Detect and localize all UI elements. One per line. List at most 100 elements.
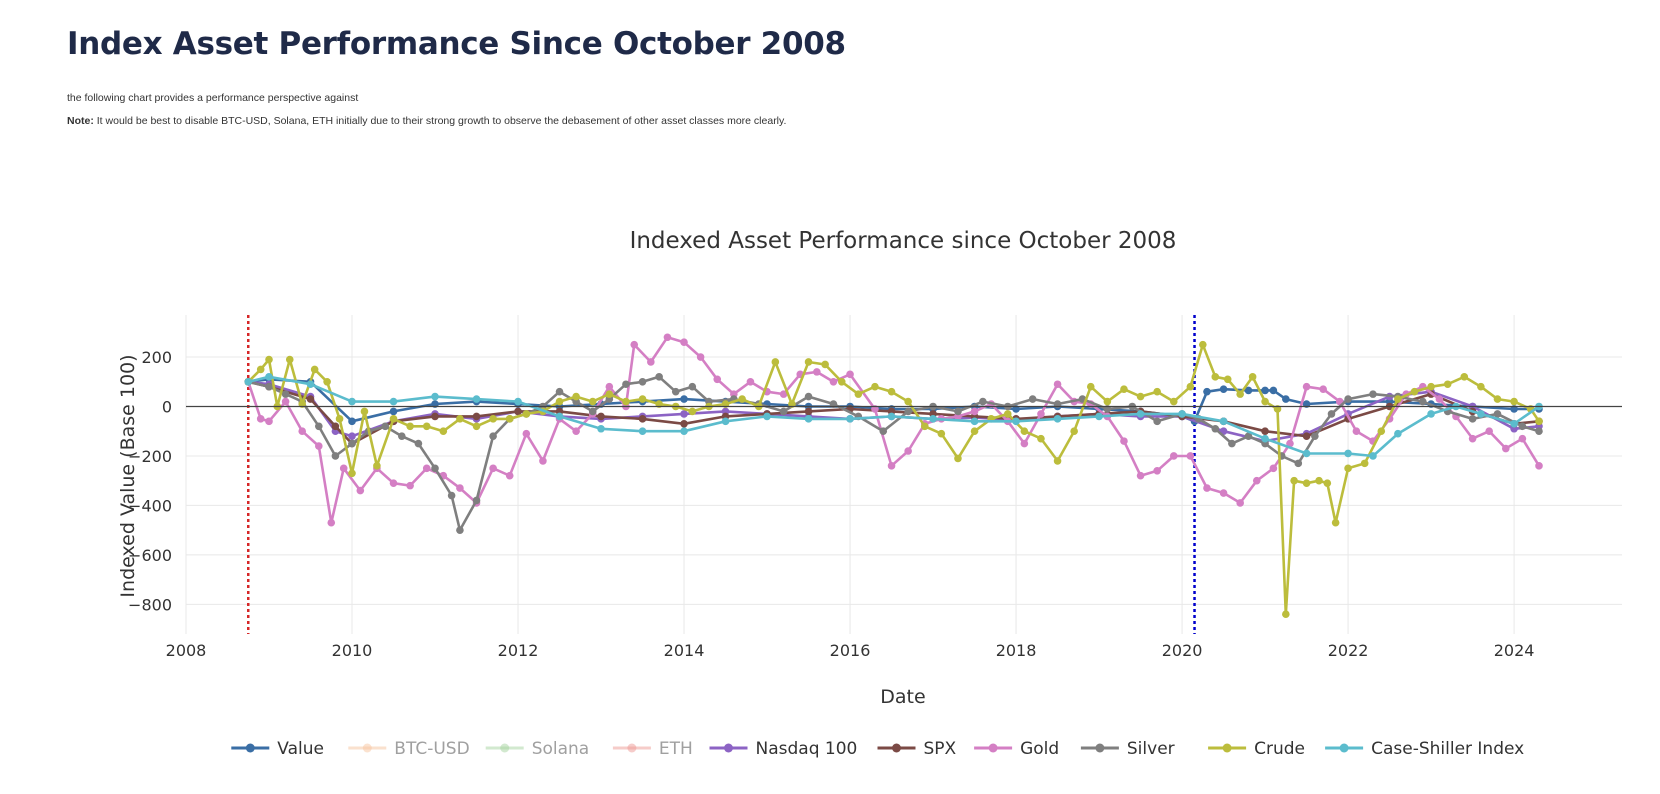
data-point	[1352, 427, 1361, 436]
data-point	[1169, 452, 1178, 460]
legend-item-7[interactable]: Silver	[1080, 739, 1175, 759]
data-point	[680, 338, 688, 347]
data-point	[1468, 415, 1477, 423]
data-point	[1037, 434, 1045, 443]
data-point	[970, 417, 979, 426]
data-point	[846, 370, 854, 379]
data-point	[306, 395, 315, 403]
legend-label: ETH	[659, 739, 693, 759]
data-point	[680, 395, 688, 403]
legend-item-9[interactable]: Case-Shiller Index	[1325, 739, 1524, 759]
data-point	[1028, 395, 1037, 403]
data-point	[439, 427, 448, 436]
data-point	[1427, 410, 1435, 418]
data-point	[1178, 410, 1186, 418]
data-point	[929, 415, 937, 423]
data-point	[1269, 386, 1278, 395]
data-point	[680, 420, 688, 428]
data-point	[954, 454, 962, 463]
series-layer	[244, 333, 1543, 619]
legend-item-0[interactable]: Value	[231, 739, 324, 759]
data-point	[522, 429, 531, 438]
legend-item-8[interactable]: Crude	[1208, 739, 1305, 759]
x-tick-label: 2016	[830, 641, 871, 660]
data-point	[1282, 395, 1290, 403]
data-point	[414, 439, 423, 448]
data-point	[655, 373, 663, 381]
legend-label: SPX	[924, 739, 957, 759]
data-point	[281, 390, 290, 398]
x-tick-label: 2022	[1328, 641, 1369, 660]
data-point	[887, 412, 896, 421]
data-point	[348, 417, 356, 426]
legend-item-2[interactable]: Solana	[485, 739, 590, 759]
data-point	[1315, 476, 1323, 485]
data-point	[331, 422, 340, 431]
data-point	[1053, 415, 1062, 423]
data-point	[360, 407, 369, 416]
data-point	[389, 407, 398, 416]
data-point	[1236, 390, 1244, 398]
legend-swatch-marker	[500, 743, 510, 753]
data-point	[1485, 427, 1493, 436]
data-point	[1219, 489, 1228, 497]
data-point	[422, 464, 431, 473]
data-point	[1136, 392, 1145, 401]
data-point	[879, 427, 888, 436]
data-point	[265, 417, 273, 426]
legend-label: Crude	[1254, 739, 1305, 759]
data-point	[1369, 390, 1377, 398]
data-point	[1319, 385, 1327, 393]
data-point	[348, 432, 356, 440]
legend-item-4[interactable]: Nasdaq 100	[709, 739, 858, 759]
data-point	[663, 333, 672, 342]
data-point	[1086, 382, 1095, 391]
data-point	[335, 415, 344, 423]
data-point	[1410, 387, 1419, 396]
data-point	[954, 407, 962, 416]
data-point	[310, 365, 319, 374]
data-point	[887, 387, 896, 396]
data-point	[298, 427, 307, 436]
data-point	[1394, 429, 1402, 438]
data-point	[315, 442, 323, 450]
data-point	[1211, 424, 1220, 433]
data-point	[1136, 410, 1145, 418]
data-point	[389, 415, 398, 423]
legend-item-3[interactable]: ETH	[612, 739, 693, 759]
y-tick-label: 0	[162, 397, 172, 416]
legend-item-6[interactable]: Gold	[974, 739, 1059, 759]
data-point	[713, 375, 722, 384]
data-point	[406, 481, 414, 490]
legend-label: Solana	[532, 739, 590, 759]
legend-item-5[interactable]: SPX	[877, 739, 957, 759]
data-point	[1203, 387, 1211, 396]
data-point	[472, 422, 481, 431]
data-point	[1153, 387, 1161, 396]
data-point	[456, 484, 464, 492]
data-point	[1244, 432, 1253, 440]
legend-swatch-marker	[892, 743, 901, 753]
x-tick-label: 2020	[1162, 641, 1203, 660]
data-point	[1360, 459, 1369, 468]
data-point	[1252, 476, 1261, 485]
x-axis-label: Date	[880, 686, 925, 708]
data-point	[1435, 395, 1444, 403]
data-point	[1153, 417, 1161, 426]
data-point	[1037, 410, 1045, 418]
data-point	[1518, 434, 1527, 443]
data-point	[514, 397, 522, 406]
data-point	[1186, 452, 1195, 460]
legend-item-1[interactable]: BTC-USD	[348, 739, 470, 759]
data-point	[1136, 471, 1145, 480]
legend-swatch-marker	[245, 743, 255, 753]
data-point	[688, 407, 697, 416]
data-point	[1261, 434, 1269, 443]
data-point	[422, 422, 431, 431]
data-point	[1535, 462, 1543, 470]
data-point	[1344, 464, 1352, 473]
data-point	[622, 397, 630, 406]
intro-text: the following chart provides a performan…	[67, 92, 359, 104]
data-point	[1535, 417, 1543, 426]
